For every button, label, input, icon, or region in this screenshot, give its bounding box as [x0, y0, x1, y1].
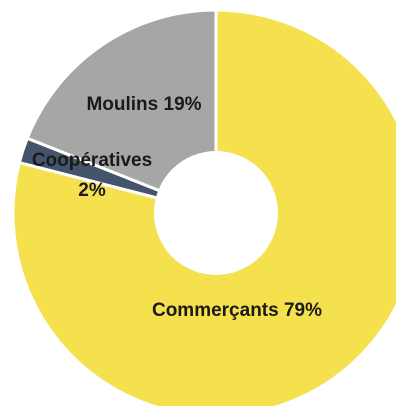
slice-label-cooperatives-name: Coopératives [32, 150, 152, 171]
slice-label-cooperatives-percent: 2% [78, 180, 106, 201]
slice-moulins [25, 8, 218, 216]
slice-label-commercants: Commerçants 79% [152, 300, 322, 321]
donut-slices [11, 8, 396, 406]
donut-hole [154, 151, 278, 275]
slice-label-moulins: Moulins 19% [86, 94, 201, 115]
slice-commercants [11, 8, 396, 406]
